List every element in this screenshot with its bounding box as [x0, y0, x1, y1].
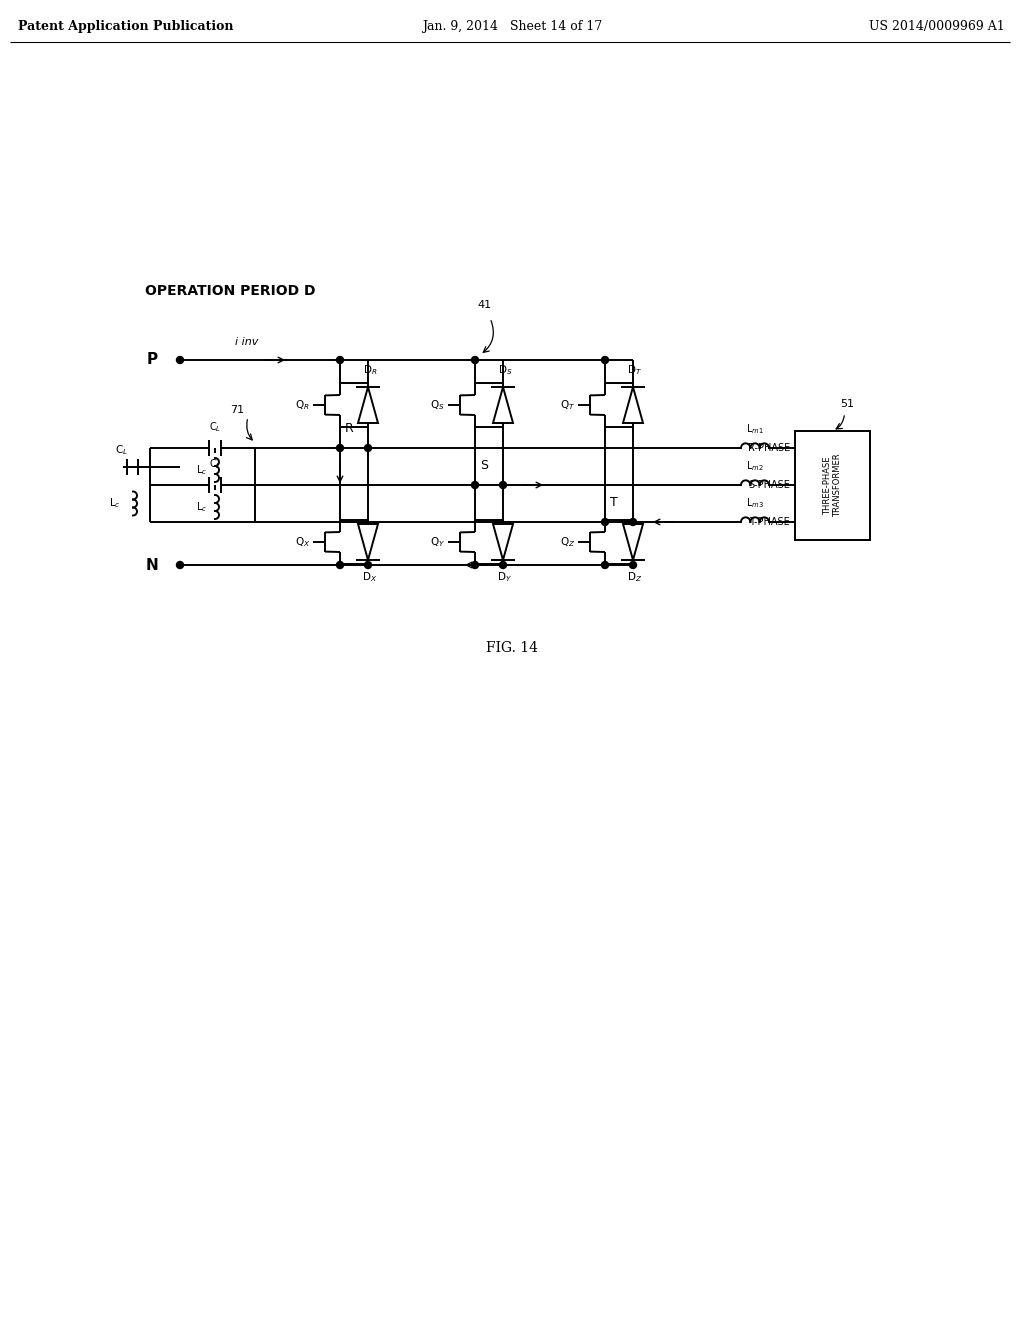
Text: Q$_Z$: Q$_Z$	[560, 535, 575, 549]
Circle shape	[471, 356, 478, 363]
Circle shape	[471, 561, 478, 569]
Bar	[795, 432, 870, 540]
Text: Q$_S$: Q$_S$	[430, 399, 445, 412]
Circle shape	[471, 482, 478, 488]
Text: Patent Application Publication: Patent Application Publication	[18, 20, 233, 33]
Text: L$_c$: L$_c$	[196, 500, 207, 513]
Text: R: R	[345, 422, 353, 436]
Text: D$_Y$: D$_Y$	[498, 570, 512, 583]
Text: 41: 41	[478, 300, 493, 310]
Text: D$_S$: D$_S$	[498, 363, 512, 378]
Circle shape	[365, 445, 372, 451]
Text: L$_{m2}$: L$_{m2}$	[746, 459, 764, 473]
Text: Q$_T$: Q$_T$	[560, 399, 575, 412]
Circle shape	[176, 356, 183, 363]
Text: Q$_R$: Q$_R$	[295, 399, 310, 412]
Circle shape	[601, 561, 608, 569]
Circle shape	[630, 561, 637, 569]
Text: C$_L$: C$_L$	[209, 420, 221, 434]
Text: L$_c$: L$_c$	[110, 496, 121, 511]
Text: US 2014/0009969 A1: US 2014/0009969 A1	[869, 20, 1005, 33]
Text: N: N	[145, 557, 158, 573]
Text: D$_T$: D$_T$	[628, 363, 642, 378]
Text: THREE-PHASE
TRANSFORMER: THREE-PHASE TRANSFORMER	[823, 454, 842, 517]
Text: C$_L$: C$_L$	[209, 457, 221, 471]
Circle shape	[601, 519, 608, 525]
Circle shape	[337, 356, 343, 363]
Text: Q$_Y$: Q$_Y$	[430, 535, 445, 549]
Text: L$_{m1}$: L$_{m1}$	[746, 422, 764, 436]
Text: Jan. 9, 2014   Sheet 14 of 17: Jan. 9, 2014 Sheet 14 of 17	[422, 20, 602, 33]
Text: Q$_X$: Q$_X$	[295, 535, 310, 549]
Text: C$_L$: C$_L$	[115, 442, 128, 457]
Circle shape	[365, 561, 372, 569]
Text: D$_Z$: D$_Z$	[628, 570, 643, 583]
Text: i inv: i inv	[234, 337, 258, 347]
Circle shape	[337, 445, 343, 451]
Circle shape	[500, 482, 507, 488]
Circle shape	[601, 356, 608, 363]
Text: T-PHASE: T-PHASE	[750, 517, 790, 527]
Text: T: T	[610, 496, 617, 510]
Text: FIG. 14: FIG. 14	[486, 642, 538, 655]
Text: 71: 71	[230, 405, 244, 414]
Text: R-PHASE: R-PHASE	[748, 444, 790, 453]
Text: S-PHASE: S-PHASE	[749, 480, 790, 490]
Text: OPERATION PERIOD D: OPERATION PERIOD D	[145, 284, 315, 298]
Circle shape	[500, 561, 507, 569]
Circle shape	[337, 561, 343, 569]
Text: D$_R$: D$_R$	[362, 363, 377, 378]
Text: 51: 51	[841, 399, 854, 409]
Text: P: P	[146, 352, 158, 367]
Circle shape	[176, 561, 183, 569]
Text: D$_X$: D$_X$	[362, 570, 378, 583]
Text: L$_c$: L$_c$	[196, 463, 207, 477]
Text: L$_{m3}$: L$_{m3}$	[746, 496, 764, 510]
Circle shape	[630, 519, 637, 525]
Text: S: S	[480, 459, 488, 473]
